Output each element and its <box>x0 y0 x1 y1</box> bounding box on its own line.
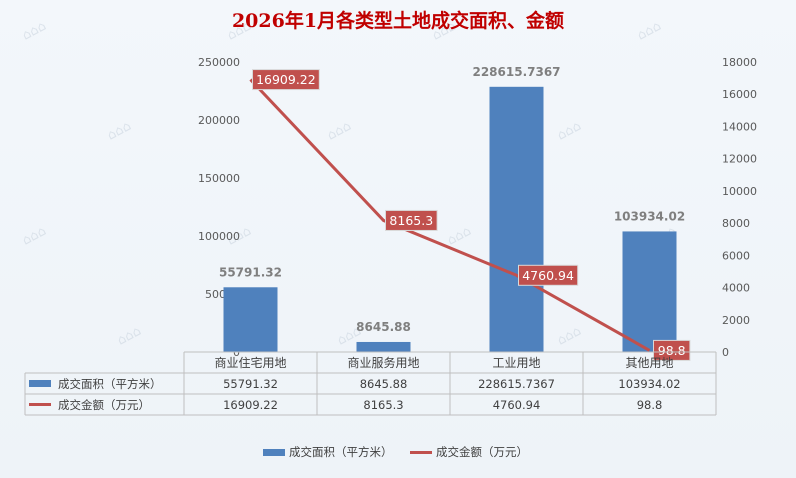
x-category-label: 商业服务用地 <box>347 355 419 370</box>
y-right-tick-label: 18000 <box>722 56 757 69</box>
y-right-tick-label: 12000 <box>722 153 757 166</box>
y-axis-left: 050000100000150000200000250000 <box>198 56 240 359</box>
bar-data-label: 8645.88 <box>356 320 411 334</box>
y-left-tick-label: 250000 <box>198 56 240 69</box>
watermark-mark: ⌂⌂⌂ <box>105 119 134 144</box>
y-right-tick-label: 0 <box>722 346 729 359</box>
line-data-label: 4760.94 <box>522 268 574 283</box>
line-label-box <box>252 69 320 91</box>
line-data-label: 98.8 <box>658 343 686 358</box>
y-left-tick-label: 100000 <box>198 230 240 243</box>
bar <box>489 86 544 352</box>
watermark-mark: ⌂⌂⌂ <box>115 324 144 349</box>
bar <box>223 287 278 352</box>
table-cell: 8165.3 <box>363 398 403 412</box>
chart-title: 2026年1月各类型土地成交面积、金额 <box>232 9 564 32</box>
watermark-mark: ⌂⌂⌂ <box>635 19 664 44</box>
y-right-tick-label: 14000 <box>722 120 757 133</box>
bar-data-label: 103934.02 <box>614 209 685 223</box>
table-cell: 55791.32 <box>223 377 278 391</box>
line-label-box <box>518 264 579 286</box>
line-data-label: 16909.22 <box>256 72 316 87</box>
y-left-tick-label: 150000 <box>198 172 240 185</box>
x-category-label: 商业住宅用地 <box>214 355 286 370</box>
table-row-label: 成交金额（万元） <box>58 398 150 412</box>
table-cell: 4760.94 <box>493 398 541 412</box>
y-right-tick-label: 6000 <box>722 249 750 262</box>
y-right-tick-label: 8000 <box>722 217 750 230</box>
table-key-bar <box>29 380 51 387</box>
legend-label: 成交面积（平方米） <box>289 445 393 459</box>
bar-data-label: 228615.7367 <box>472 65 560 79</box>
y-axis-right: 0 2000 4000 6000 8000 10000 12000 14000 16000 180… <box>722 56 757 359</box>
line-label-box <box>385 209 438 231</box>
legend-label: 成交金额（万元） <box>436 445 528 459</box>
y-right-tick-label: 4000 <box>722 282 750 295</box>
bar-labels: 55791.32 8645.88 228615.7367 103934.02 <box>219 65 685 334</box>
table-cell: 16909.22 <box>223 398 278 412</box>
bar <box>356 341 411 352</box>
y-right-tick-label: 10000 <box>722 185 757 198</box>
table-cell: 228615.7367 <box>478 377 555 391</box>
table-cell: 8645.88 <box>360 377 408 391</box>
watermark-mark: ⌂⌂⌂ <box>555 119 584 144</box>
line-series: 16909.22 8165.3 4760.94 98.8 <box>249 69 691 361</box>
watermark-mark: ⌂⌂⌂ <box>445 224 474 249</box>
line-data-label: 8165.3 <box>389 213 433 228</box>
table-cell: 98.8 <box>637 398 663 412</box>
watermark-mark: ⌂⌂⌂ <box>325 119 354 144</box>
y-right-tick-label: 2000 <box>722 314 750 327</box>
line-label-box <box>653 339 691 361</box>
watermark-mark: ⌂⌂⌂ <box>20 19 49 44</box>
legend: 成交面积（平方米） 成交金额（万元） <box>263 445 528 459</box>
table-cell: 103934.02 <box>618 377 680 391</box>
x-category-label: 工业用地 <box>492 356 540 370</box>
bar <box>622 231 677 352</box>
line-path <box>249 78 651 352</box>
legend-key-bar <box>263 449 285 456</box>
bar-series <box>223 86 677 352</box>
table-row-label: 成交面积（平方米） <box>58 377 162 391</box>
x-category-label: 其他用地 <box>625 356 673 370</box>
y-left-tick-label: 200000 <box>198 114 240 127</box>
y-right-tick-label: 16000 <box>722 88 757 101</box>
watermark-mark: ⌂⌂⌂ <box>555 324 584 349</box>
watermark-mark: ⌂⌂⌂ <box>20 224 49 249</box>
bar-data-label: 55791.32 <box>219 265 282 279</box>
